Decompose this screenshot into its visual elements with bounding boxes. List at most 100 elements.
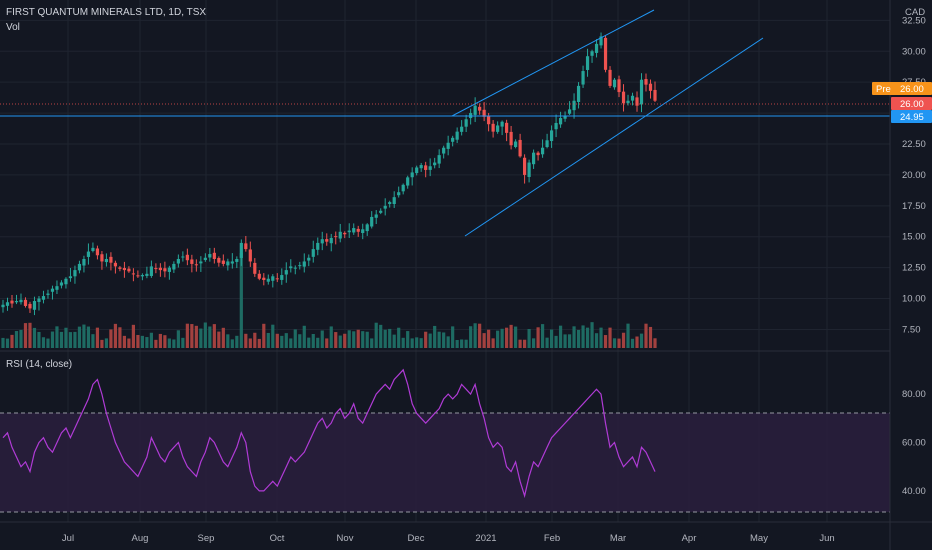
candle-body[interactable] xyxy=(311,249,315,257)
candle-body[interactable] xyxy=(257,273,261,279)
candle-body[interactable] xyxy=(626,100,630,104)
candle-body[interactable] xyxy=(113,262,118,267)
candle-body[interactable] xyxy=(455,131,459,140)
candle-body[interactable] xyxy=(549,130,554,142)
candle-body[interactable] xyxy=(262,277,266,280)
price-axis[interactable]: 32.5030.0027.5025.0022.5020.0017.5015.00… xyxy=(902,15,926,335)
candle-body[interactable] xyxy=(585,56,590,70)
candle-body[interactable] xyxy=(271,276,275,281)
candle-body[interactable] xyxy=(199,261,203,264)
candle-body[interactable] xyxy=(320,239,324,244)
candle-body[interactable] xyxy=(338,231,342,239)
candle-body[interactable] xyxy=(590,51,594,56)
candle-body[interactable] xyxy=(154,268,158,270)
candle-body[interactable] xyxy=(410,172,414,178)
candle-body[interactable] xyxy=(248,249,252,262)
candle-body[interactable] xyxy=(554,122,558,130)
candle-body[interactable] xyxy=(617,79,621,93)
candle-body[interactable] xyxy=(203,257,207,261)
candle-body[interactable] xyxy=(226,261,230,266)
candle-body[interactable] xyxy=(235,258,239,262)
candle-body[interactable] xyxy=(244,243,248,250)
candle-body[interactable] xyxy=(212,252,216,259)
candle-body[interactable] xyxy=(531,152,536,165)
candle-body[interactable] xyxy=(644,79,648,85)
candle-body[interactable] xyxy=(487,115,491,125)
candle-body[interactable] xyxy=(491,123,495,132)
candle-body[interactable] xyxy=(64,278,68,285)
candle-body[interactable] xyxy=(1,304,5,308)
candle-body[interactable] xyxy=(68,276,73,279)
candle-body[interactable] xyxy=(50,288,55,292)
candle-body[interactable] xyxy=(104,258,109,263)
candle-body[interactable] xyxy=(289,266,293,269)
candle-body[interactable] xyxy=(383,205,387,209)
candle-body[interactable] xyxy=(163,268,167,272)
candle-body[interactable] xyxy=(446,142,450,149)
candle-body[interactable] xyxy=(523,157,527,175)
candle-body[interactable] xyxy=(100,254,104,262)
candle-body[interactable] xyxy=(194,264,198,266)
candle-body[interactable] xyxy=(496,125,500,132)
candle-body[interactable] xyxy=(32,301,37,310)
candle-body[interactable] xyxy=(41,296,46,300)
candle-body[interactable] xyxy=(59,282,64,286)
candle-body[interactable] xyxy=(352,228,356,233)
candle-body[interactable] xyxy=(518,139,522,157)
candle-body[interactable] xyxy=(19,299,23,303)
candle-body[interactable] xyxy=(230,261,234,264)
candle-body[interactable] xyxy=(253,262,257,274)
candle-body[interactable] xyxy=(576,85,581,102)
candle-body[interactable] xyxy=(118,267,122,269)
candle-body[interactable] xyxy=(563,115,567,119)
channel-lower-line[interactable] xyxy=(464,37,764,237)
candle-body[interactable] xyxy=(334,236,338,238)
candle-body[interactable] xyxy=(91,247,95,251)
candle-body[interactable] xyxy=(379,210,383,213)
candle-body[interactable] xyxy=(284,270,288,275)
candle-body[interactable] xyxy=(77,263,82,271)
candle-body[interactable] xyxy=(460,126,464,132)
candle-body[interactable] xyxy=(514,141,518,147)
trendline-channel[interactable] xyxy=(0,9,890,237)
candle-body[interactable] xyxy=(172,263,176,270)
candle-body[interactable] xyxy=(131,273,135,275)
channel-upper-line[interactable] xyxy=(451,9,655,117)
candle-body[interactable] xyxy=(275,278,279,280)
candle-body[interactable] xyxy=(365,224,369,232)
candle-body[interactable] xyxy=(280,275,284,280)
candle-body[interactable] xyxy=(612,79,617,88)
candle-body[interactable] xyxy=(401,184,405,192)
candle-body[interactable] xyxy=(95,248,100,256)
candle-body[interactable] xyxy=(639,79,644,105)
candle-body[interactable] xyxy=(190,259,194,264)
candle-body[interactable] xyxy=(374,214,378,218)
candle-body[interactable] xyxy=(55,286,59,290)
candle-body[interactable] xyxy=(181,256,185,258)
candle-body[interactable] xyxy=(500,121,504,127)
candle-body[interactable] xyxy=(415,167,419,174)
candle-body[interactable] xyxy=(433,162,437,166)
candle-body[interactable] xyxy=(86,251,91,257)
candle-body[interactable] xyxy=(451,137,455,142)
candle-body[interactable] xyxy=(316,242,320,250)
candle-body[interactable] xyxy=(370,216,374,227)
candle-body[interactable] xyxy=(127,268,131,272)
candle-body[interactable] xyxy=(482,109,486,117)
candle-body[interactable] xyxy=(397,192,401,196)
candle-body[interactable] xyxy=(136,275,140,277)
candle-body[interactable] xyxy=(217,258,221,263)
candle-body[interactable] xyxy=(419,165,423,169)
candle-body[interactable] xyxy=(406,177,410,186)
candle-body[interactable] xyxy=(302,261,306,267)
candle-body[interactable] xyxy=(603,37,608,70)
candle-body[interactable] xyxy=(388,202,392,205)
candle-body[interactable] xyxy=(325,239,329,242)
candle-body[interactable] xyxy=(464,119,468,127)
candle-body[interactable] xyxy=(73,270,77,277)
candle-body[interactable] xyxy=(28,303,32,309)
candle-body[interactable] xyxy=(23,299,28,306)
candle-body[interactable] xyxy=(122,268,127,271)
candle-body[interactable] xyxy=(298,265,302,267)
